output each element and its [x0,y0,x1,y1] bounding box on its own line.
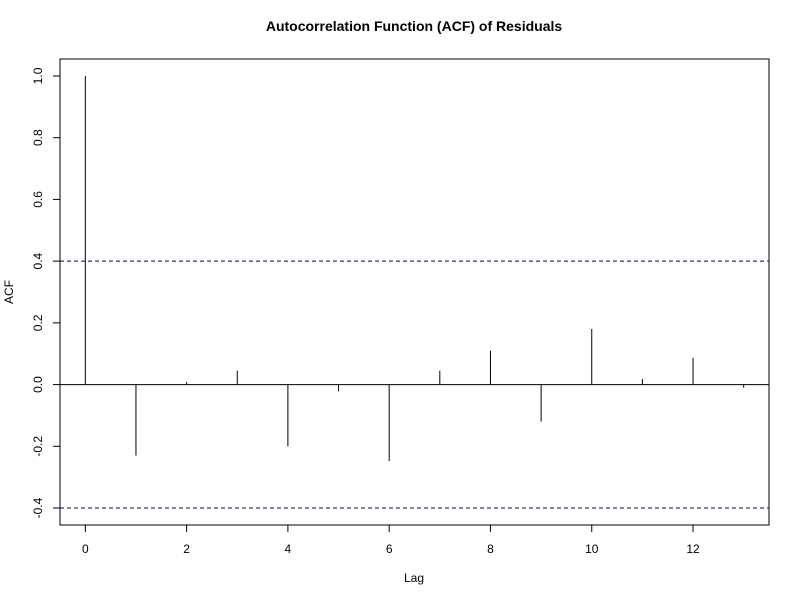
x-tick-label: 2 [183,542,190,556]
y-tick-label: 0.0 [31,376,45,393]
chart-title: Autocorrelation Function (ACF) of Residu… [266,18,563,34]
acf-spikes [84,75,745,462]
y-tick-label: 0.4 [31,252,45,269]
x-tick-label: 6 [386,542,393,556]
x-tick-label: 12 [686,542,700,556]
plot-frame [59,58,770,526]
x-axis-label: Lag [404,571,424,585]
confidence-bounds [60,260,769,509]
x-tick-label: 8 [487,542,494,556]
x-tick-label: 10 [585,542,599,556]
y-tick-label: 0.2 [31,314,45,331]
y-axis-ticks: -0.4 -0.2 0.0 0.2 0.4 0.6 0.8 1.0 [31,67,60,518]
x-tick-label: 4 [285,542,292,556]
y-axis-label: ACF [2,280,16,304]
y-tick-label: -0.4 [31,497,45,518]
y-tick-label: 1.0 [31,67,45,84]
x-tick-label: 0 [82,542,89,556]
y-tick-label: 0.6 [31,191,45,208]
x-axis-ticks: 0 2 4 6 8 10 12 [82,525,700,556]
y-tick-label: -0.2 [31,436,45,457]
y-tick-label: 0.8 [31,129,45,146]
